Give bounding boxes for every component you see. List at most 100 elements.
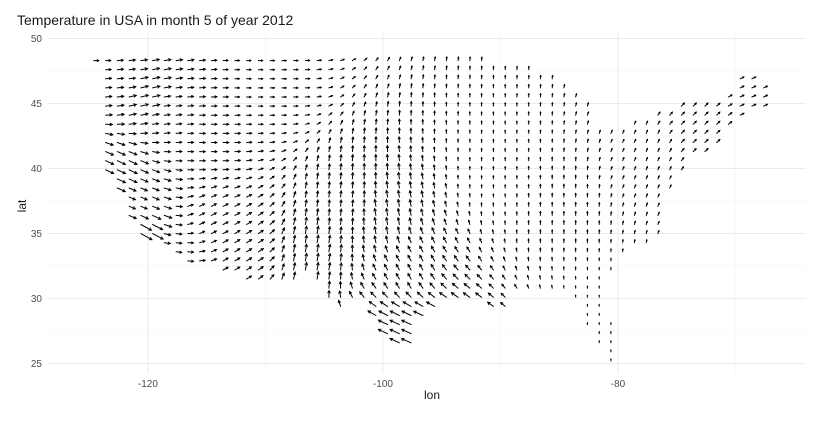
wind-arrow-head	[694, 120, 697, 124]
wind-arrow-head	[284, 122, 288, 126]
wind-arrow	[539, 219, 542, 225]
wind-arrow	[328, 112, 333, 116]
wind-arrow-head	[295, 140, 299, 143]
wind-arrow	[610, 247, 612, 253]
x-axis-title: lon	[424, 388, 440, 402]
wind-arrow-shaft	[175, 77, 183, 80]
wind-arrow-shaft	[396, 245, 400, 253]
wind-arrow-shaft	[362, 244, 365, 253]
wind-arrow-shaft	[407, 245, 412, 253]
wind-arrow	[716, 102, 721, 107]
wind-arrow-shaft	[163, 224, 173, 228]
wind-arrow-head	[284, 131, 288, 135]
wind-arrow	[257, 77, 264, 81]
wind-arrow	[751, 103, 757, 107]
wind-arrow	[340, 85, 345, 89]
wind-arrow-head	[237, 95, 241, 99]
wind-arrow-head	[365, 57, 368, 60]
wind-arrow-head	[562, 156, 566, 159]
wind-arrow-head	[133, 94, 138, 98]
wind-arrow	[431, 208, 436, 216]
wind-arrow-shaft	[128, 169, 138, 174]
wind-arrow	[492, 138, 495, 143]
wind-arrow-head	[622, 156, 625, 160]
wind-arrow-head	[480, 111, 483, 114]
wind-arrow-head	[562, 238, 566, 241]
wind-arrow-head	[562, 147, 566, 150]
wind-arrow	[187, 177, 195, 181]
wind-arrow-head	[384, 244, 388, 249]
wind-arrow	[339, 208, 343, 216]
wind-arrow-head	[610, 220, 613, 223]
wind-arrow	[257, 257, 264, 262]
wind-arrow	[269, 131, 276, 135]
wind-arrow-head	[389, 328, 394, 333]
wind-arrow	[269, 220, 276, 225]
wind-arrow-head	[729, 120, 733, 124]
wind-arrow	[622, 156, 625, 162]
wind-arrow-head	[295, 68, 299, 71]
wind-arrow-head	[386, 118, 390, 122]
wind-arrow-shaft	[140, 160, 149, 165]
wind-arrow	[515, 184, 518, 189]
wind-arrow	[187, 113, 195, 117]
wind-arrow-head	[306, 147, 309, 151]
wind-arrow-shaft	[409, 163, 412, 171]
wind-arrow-head	[765, 103, 769, 107]
wind-arrow-head	[741, 112, 745, 116]
wind-arrow-head	[373, 180, 378, 185]
wind-arrow-head	[527, 101, 530, 105]
wind-arrow-shaft	[304, 190, 307, 198]
wind-arrow-shaft	[152, 187, 160, 192]
wind-arrow	[350, 235, 355, 244]
wind-arrow-shaft	[464, 273, 471, 280]
wind-arrow-shaft	[152, 196, 160, 201]
wind-arrow	[269, 274, 275, 280]
wind-arrow-head	[214, 258, 218, 262]
wind-arrow	[420, 208, 424, 216]
wind-arrow	[246, 176, 253, 180]
wind-arrow-head	[433, 83, 437, 86]
wind-arrow-head	[361, 216, 366, 221]
wind-arrow-head	[694, 111, 697, 115]
wind-arrow-head	[271, 201, 275, 206]
wind-arrow	[395, 254, 400, 262]
wind-arrow-head	[657, 202, 660, 205]
wind-arrow-head	[248, 248, 253, 252]
wind-arrow-head	[389, 310, 394, 314]
wind-arrow	[246, 220, 253, 225]
wind-arrow-head	[371, 281, 375, 286]
wind-arrow-head	[479, 228, 483, 232]
wind-arrow-head	[562, 275, 565, 278]
wind-arrow-head	[202, 104, 207, 108]
wind-arrow	[152, 122, 160, 126]
wind-arrow	[327, 270, 332, 280]
wind-arrow-head	[445, 92, 448, 96]
wind-arrow	[362, 153, 366, 162]
wind-arrow-head	[284, 113, 288, 117]
wind-arrow	[527, 74, 530, 80]
wind-arrow	[586, 101, 590, 107]
wind-arrow	[610, 348, 612, 353]
wind-arrow	[128, 58, 137, 62]
wind-arrow-head	[249, 122, 253, 126]
wind-arrow-shaft	[389, 338, 400, 344]
wind-arrow	[492, 83, 495, 89]
wind-arrow-shaft	[304, 208, 308, 216]
wind-arrow-head	[167, 58, 172, 62]
wind-arrow-head	[167, 232, 172, 237]
wind-arrow-head	[359, 291, 363, 295]
wind-arrow-head	[272, 113, 276, 117]
wind-arrow	[199, 58, 207, 62]
wind-arrow-head	[562, 265, 565, 269]
wind-arrow-head	[214, 167, 218, 172]
wind-arrow-head	[456, 165, 460, 169]
wind-arrow-head	[657, 174, 660, 178]
wind-arrow	[438, 292, 447, 298]
wind-arrow-head	[468, 147, 471, 150]
wind-arrow-shaft	[128, 86, 137, 89]
wind-arrow	[396, 235, 400, 244]
wind-arrow-shaft	[421, 190, 424, 198]
wind-arrow	[598, 312, 601, 316]
wind-arrow	[574, 275, 577, 280]
